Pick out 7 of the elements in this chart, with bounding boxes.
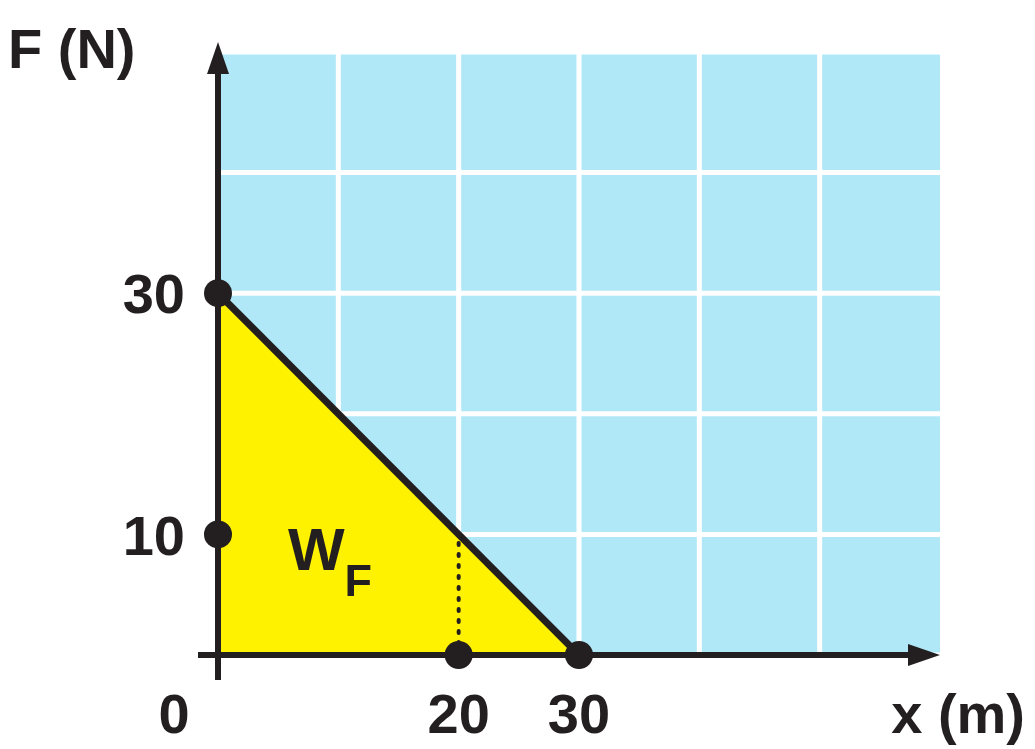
x-tick-label: 20 [427, 682, 490, 745]
x-tick-label: 0 [158, 682, 190, 745]
y-tick-label: 10 [122, 503, 185, 567]
y-axis-title: F (N) [8, 17, 136, 80]
x-axis-title: x (m) [891, 682, 1025, 745]
annotation: W$_{F}$ [287, 516, 373, 606]
x-tick-label: 30 [547, 682, 611, 745]
